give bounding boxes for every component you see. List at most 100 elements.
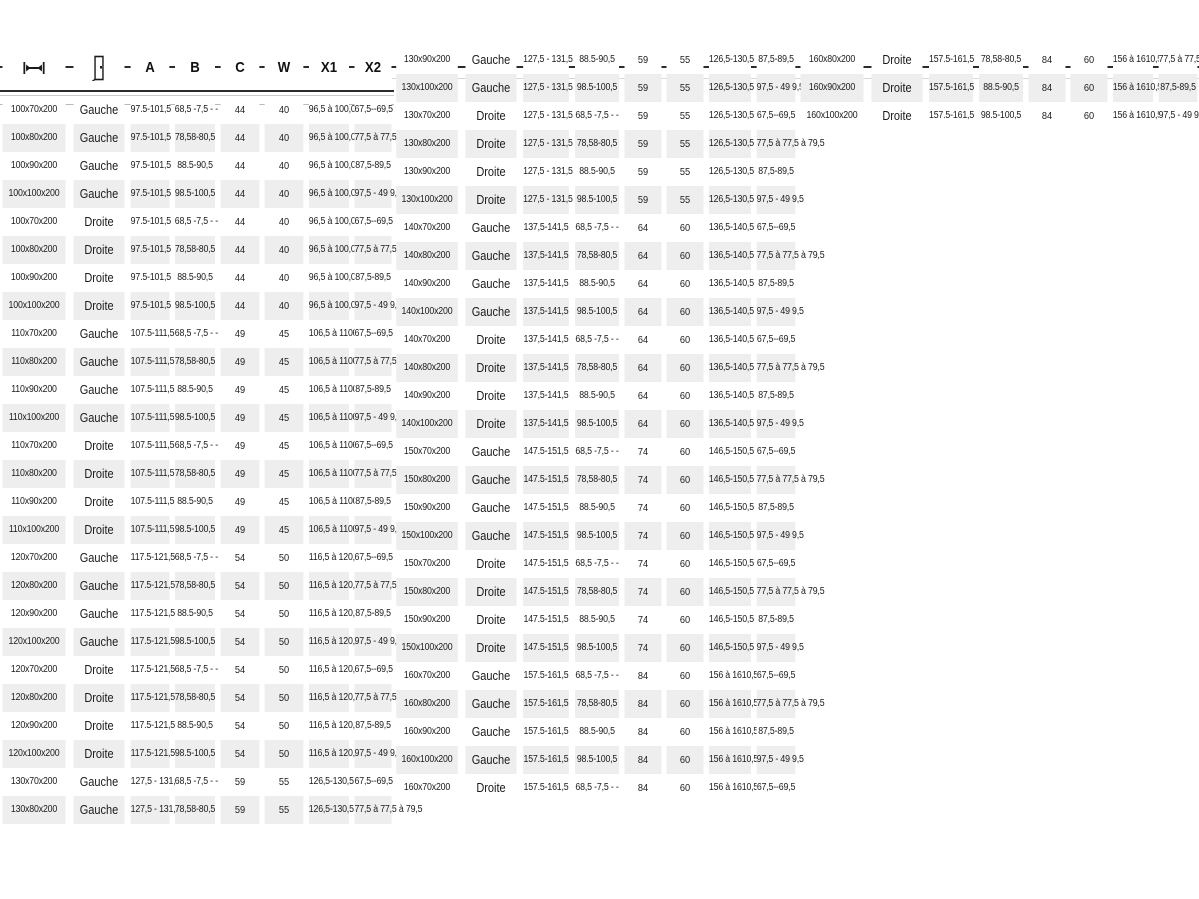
cell-b: 68,5 -7,5 - -: [174, 432, 218, 460]
cell-x2: 87,5-89,5: [756, 270, 796, 298]
cell-b: 88.5-90,5: [174, 488, 216, 516]
cell-w: 60: [666, 718, 704, 746]
table-row: 100x100x200 Droite 97.5-101,5 98.5-100,5 44 4…: [0, 292, 402, 320]
cell-size: 110x80x200: [2, 348, 66, 376]
cell-size: 100x70x200: [2, 95, 66, 124]
cell-side: Droite: [871, 74, 923, 102]
cell-c: 44: [220, 236, 260, 264]
cell-x1: 156 à 1610,5: [1112, 102, 1162, 130]
cell-b: 68,5 -7,5 - -: [174, 208, 218, 236]
cell-x1: 116,5 à 120,5: [308, 544, 360, 572]
cell-c: 84: [624, 774, 662, 802]
cell-x1: 136,5-140,5: [708, 270, 754, 298]
cell-x1: 136,5-140,5: [708, 242, 754, 270]
cell-a: 137,5-141,5: [523, 298, 569, 326]
cell-x1: 126,5-130,5: [708, 74, 754, 102]
cell-a: 147.5-151,5: [523, 438, 569, 466]
column-header-size: [2, 46, 66, 91]
cell-side: Droite: [465, 606, 517, 634]
table-row: 100x70x200 Gauche 97.5-101,5 68,5 -7,5 - -4…: [0, 95, 394, 124]
cell-a: 157.5-161,5: [929, 46, 974, 74]
cell-x1: 146,5-150,5: [708, 578, 754, 606]
cell-x2: 87,5-89,5: [354, 264, 392, 292]
cell-size: 140x80x200: [396, 354, 458, 382]
table-row: 120x70x200 Droite 117.5-121,5 68,5 -7,5 - -…: [0, 656, 394, 684]
cell-side: Droite: [73, 208, 125, 236]
cell-c: 64: [624, 410, 662, 438]
table-row: 150x70x200 Gauche 147.5-151,5 68,5 -7,5 - -…: [392, 438, 798, 466]
cell-b: 68,5 -7,5 - -: [575, 214, 619, 242]
cell-c: 54: [220, 544, 260, 572]
table-row: 160x90x200 Droite 157.5-161,5 88.5-90,5 84 60…: [796, 74, 1199, 102]
table-row: 100x90x200 Droite 97.5-101,5 88.5-90,5 44 40 9…: [0, 264, 394, 292]
cell-c: 59: [624, 74, 662, 102]
table-row: 120x90x200 Droite 117.5-121,5 88.5-90,5 54 50…: [0, 712, 394, 740]
cell-x1: 96,5 à 100,0: [308, 264, 356, 292]
cell-side: Droite: [465, 186, 517, 214]
cell-side: Gauche: [73, 572, 125, 600]
cell-a: 147.5-151,5: [523, 634, 569, 662]
cell-c: 54: [220, 572, 260, 600]
cell-x2: 77,5 à 77,5 à 79,5: [354, 348, 422, 376]
cell-x2: 87,5-89,5: [756, 606, 796, 634]
cell-w: 60: [666, 242, 704, 270]
cell-c: 84: [1028, 46, 1066, 74]
cell-x2: 67,5--69,5: [756, 214, 796, 242]
cell-side: Gauche: [465, 718, 517, 746]
cell-c: 64: [624, 242, 662, 270]
cell-c: 49: [220, 432, 260, 460]
cell-side: Gauche: [73, 152, 125, 180]
cell-x2: 77,5 à 77,5 à 79,5: [756, 242, 825, 270]
table-row: 130x70x200 Droite 127,5 - 131,5 68,5 -7,5 -…: [392, 102, 798, 130]
cell-x2: 87,5-89,5: [1158, 74, 1198, 102]
cell-x2: 67,5--69,5: [354, 656, 393, 684]
cell-w: 60: [666, 634, 704, 662]
cell-a: 127,5 - 131,5: [130, 796, 180, 824]
cell-a: 147.5-151,5: [523, 494, 569, 522]
table-row: 160x100x200 Droite 157.5-161,5 98.5-100,5 84…: [796, 102, 1199, 130]
cell-b: 78,58-80,5: [174, 796, 215, 824]
cell-b: 68,5 -7,5 - -: [174, 768, 218, 796]
cell-w: 60: [666, 438, 704, 466]
cell-w: 40: [264, 180, 304, 208]
cell-b: 88.5-90,5: [575, 46, 619, 74]
cell-b: 98.5-100,5: [575, 634, 619, 662]
cell-a: 117.5-121,5: [130, 572, 175, 600]
table-row: 120x100x200 Droite 117.5-121,5 98.5-100,5 54…: [0, 740, 402, 768]
cell-x1: 96,5 à 100,0: [308, 95, 356, 124]
cell-x1: 136,5-140,5: [708, 298, 754, 326]
cell-a: 117.5-121,5: [130, 712, 175, 740]
cell-c: 84: [624, 690, 662, 718]
table-row: 150x90x200 Droite 147.5-151,5 88.5-90,5 74 60…: [392, 606, 798, 634]
table-body-right: 160x80x200 Droite 157.5-161,5 78,58-80,5 84 6…: [796, 46, 1199, 130]
cell-a: 107.5-111,5: [130, 488, 175, 516]
cell-x2: 97,5 - 49 9,5: [1158, 102, 1199, 130]
cell-x2: 67,5--69,5: [354, 208, 393, 236]
cell-c: 54: [220, 628, 260, 656]
cell-x2: 87,5-89,5: [756, 158, 796, 186]
cell-x1: 136,5-140,5: [708, 326, 754, 354]
cell-w: 60: [666, 410, 704, 438]
cell-size: 120x70x200: [2, 656, 66, 684]
cell-x2: 77,5 à 77,5 à 79,5: [756, 130, 825, 158]
cell-side: Droite: [465, 326, 517, 354]
cell-w: 40: [264, 152, 304, 180]
cell-a: 127,5 - 131,5: [523, 74, 573, 102]
table-row: 140x100x200 Gauche 137,5-141,5 98.5-100,5 64…: [392, 298, 804, 326]
cell-x1: 116,5 à 120,5: [308, 572, 360, 600]
column-header-x1: X1: [308, 46, 350, 91]
cell-b: 88.5-90,5: [575, 606, 619, 634]
cell-side: Gauche: [465, 746, 517, 774]
cell-w: 60: [666, 746, 704, 774]
cell-size: 140x70x200: [396, 214, 458, 242]
cell-a: 107.5-111,5: [130, 320, 175, 348]
table-row: 150x80x200 Gauche 147.5-151,5 78,58-80,5 74 6…: [392, 466, 825, 494]
cell-b: 98.5-100,5: [174, 740, 215, 768]
cell-a: 147.5-151,5: [523, 466, 569, 494]
table-row: 110x100x200 Gauche 107.5-111,5 98.5-100,5 49…: [0, 404, 402, 432]
cell-a: 127,5 - 131,5: [523, 46, 573, 74]
cell-x2: 77,5 à 77,5 à 79,5: [354, 796, 422, 824]
cell-b: 98.5-100,5: [174, 628, 215, 656]
column-header-a: A: [130, 46, 170, 91]
cell-b: 98.5-100,5: [174, 516, 215, 544]
